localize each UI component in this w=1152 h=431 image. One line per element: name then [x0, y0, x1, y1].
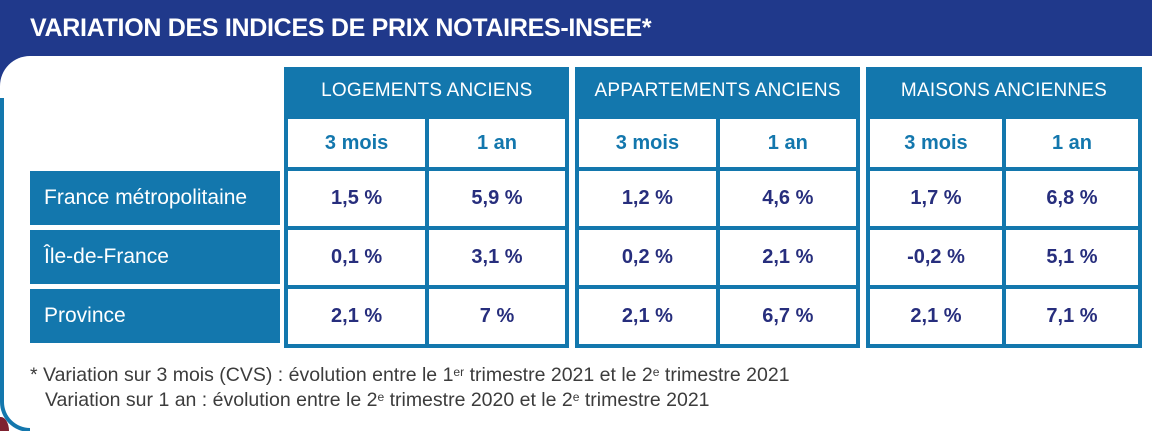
subheader-3-mois: 3 mois	[288, 119, 425, 167]
value-cell: 2,1 %	[719, 230, 856, 285]
footnote-superscript: e	[377, 389, 385, 404]
group-header-appartements-anciens: APPARTEMENTS ANCIENS	[594, 80, 841, 101]
group-appartements-anciens: APPARTEMENTS ANCIENS 3 mois 1 an 1,2 % 4…	[575, 67, 860, 348]
value-cell: 6,7 %	[719, 289, 856, 344]
cropped-red-frame-corner	[0, 417, 9, 431]
table-row: 1,2 % 4,6 %	[579, 171, 856, 226]
row-label-ile-de-france: Île-de-France	[30, 230, 281, 284]
value-cell: 2,1 %	[869, 289, 1002, 344]
table-row: 2,1 % 6,7 %	[579, 289, 856, 344]
group-logements-anciens: LOGEMENTS ANCIENS 3 mois 1 an 1,5 % 5,9 …	[284, 67, 570, 348]
value-cell: 2,1 %	[288, 289, 425, 344]
value-cell: 0,2 %	[579, 230, 716, 285]
value-cell: 2,1 %	[579, 289, 716, 344]
value-cell: 0,1 %	[288, 230, 425, 285]
footnote-superscript: e	[652, 364, 660, 379]
footnote-text: trimestre 2021 et le 2	[464, 364, 653, 386]
table-row: 1,5 % 5,9 %	[288, 171, 566, 226]
row-label-france-metropolitaine: France métropolitaine	[30, 171, 281, 225]
subheader-1-an: 1 an	[1005, 119, 1138, 167]
value-cell: 5,9 %	[428, 171, 566, 226]
value-cell: 7 %	[428, 289, 566, 344]
table-row: 2,1 % 7,1 %	[869, 289, 1138, 344]
footnote-superscript: e	[572, 389, 580, 404]
subheader-3-mois: 3 mois	[869, 119, 1002, 167]
footnote-line-1: * Variation sur 3 mois (CVS) : évolution…	[30, 363, 790, 388]
value-cell: 4,6 %	[719, 171, 856, 226]
table-row: -0,2 % 5,1 %	[869, 230, 1138, 285]
table-row: 2,1 % 7 %	[288, 289, 566, 344]
subheader-row: 3 mois 1 an	[579, 119, 856, 167]
value-cell: 1,5 %	[288, 171, 425, 226]
row-label-column: France métropolitaine Île-de-France Prov…	[30, 67, 281, 348]
subheader-row: 3 mois 1 an	[288, 119, 566, 167]
footnote-text: Variation sur 1 an : évolution entre le …	[45, 389, 378, 412]
table-row: 1,7 % 6,8 %	[869, 171, 1138, 226]
value-cell: 7,1 %	[1005, 289, 1138, 344]
group-maisons-anciennes: MAISONS ANCIENNES 3 mois 1 an 1,7 % 6,8 …	[865, 67, 1142, 348]
card-left-border	[0, 98, 30, 431]
footnote-text: * Variation sur 3 mois (CVS) : évolution…	[30, 364, 454, 386]
page-title: VARIATION DES INDICES DE PRIX NOTAIRES-I…	[30, 13, 652, 42]
title-bar: VARIATION DES INDICES DE PRIX NOTAIRES-I…	[0, 0, 1152, 56]
value-cell: 3,1 %	[428, 230, 566, 285]
value-cell: 1,2 %	[579, 171, 716, 226]
value-cell: 5,1 %	[1005, 230, 1138, 285]
value-cell: 1,7 %	[869, 171, 1002, 226]
table-row: 0,2 % 2,1 %	[579, 230, 856, 285]
footnote-line-2: Variation sur 1 an : évolution entre le …	[45, 388, 790, 413]
table-row: 0,1 % 3,1 %	[288, 230, 566, 285]
value-cell: -0,2 %	[869, 230, 1002, 285]
row-label-province: Province	[30, 289, 281, 343]
group-header-maisons-anciennes: MAISONS ANCIENNES	[900, 80, 1108, 101]
footnote-superscript: er	[453, 364, 465, 379]
subheader-3-mois: 3 mois	[579, 119, 716, 167]
footnote-text: trimestre 2020 et le 2	[384, 389, 573, 412]
subheader-row: 3 mois 1 an	[869, 119, 1138, 167]
footnote-text: trimestre 2021	[659, 364, 790, 386]
footnote: * Variation sur 3 mois (CVS) : évolution…	[30, 363, 790, 414]
footnote-text: trimestre 2021	[579, 389, 710, 412]
group-header-logements-anciens: LOGEMENTS ANCIENS	[321, 80, 533, 101]
subheader-1-an: 1 an	[428, 119, 566, 167]
subheader-1-an: 1 an	[719, 119, 856, 167]
value-cell: 6,8 %	[1005, 171, 1138, 226]
price-variation-table: France métropolitaine Île-de-France Prov…	[30, 67, 1142, 348]
